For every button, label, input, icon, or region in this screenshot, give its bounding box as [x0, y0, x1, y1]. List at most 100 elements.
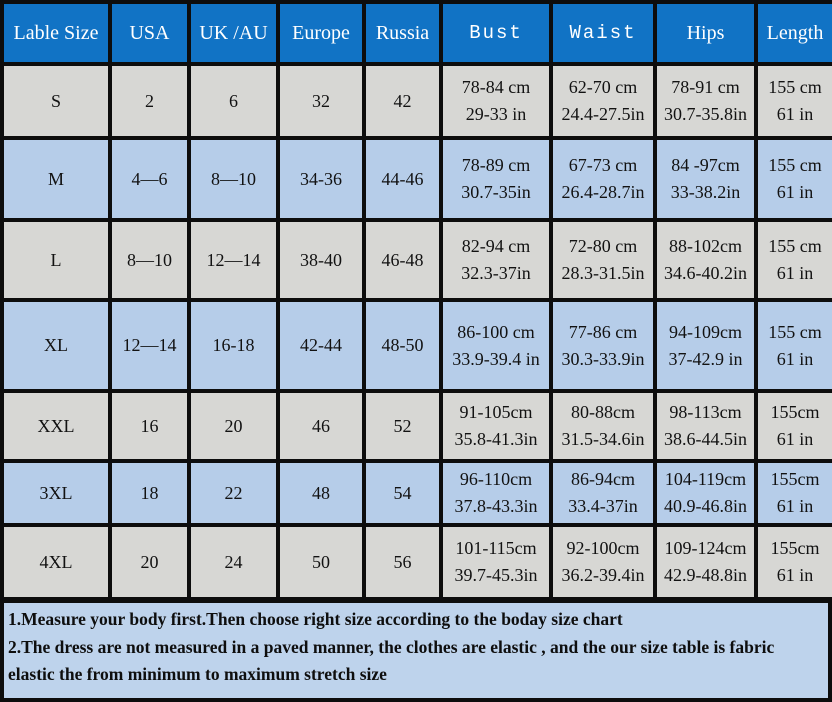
cell-label-size: 3XL [0, 459, 112, 527]
cell-line: 29-33 in [465, 104, 527, 124]
col-header-europe: Europe [276, 0, 366, 66]
cell-line: XL [44, 335, 68, 355]
cell-line: 78-91 cm [671, 77, 740, 97]
cell-line: 34-36 [300, 168, 342, 189]
cell-line: 61 in [776, 565, 814, 585]
cell-waist: 80-88cm 31.5-34.6in [549, 389, 657, 463]
cell-hips: 98-113cm 38.6-44.5in [653, 389, 758, 463]
cell-bust: 86-100 cm 33.9-39.4 in [439, 298, 553, 393]
cell-length: 155cm 61 in [754, 389, 832, 463]
col-header-waist: Waist [549, 0, 657, 66]
cell-line: 48 [312, 482, 330, 503]
cell-line: 3XL [39, 482, 73, 503]
table-row: 3XL 18 22 48 54 96-110cm 37.8-43.3in 86-94cm 33.… [0, 459, 832, 527]
cell-length: 155 cm 61 in [754, 136, 832, 222]
table-row: 4XL 20 24 50 56 101-115cm 39.7-45.3in 92-100cm 3… [0, 523, 832, 601]
cell-line: 4—6 [131, 168, 168, 189]
col-header-russia: Russia [362, 0, 443, 66]
col-header-length: Length [754, 0, 832, 66]
cell-europe: 50 [276, 523, 366, 601]
cell-line: 61 in [776, 429, 814, 449]
cell-line: 2 [145, 90, 154, 111]
cell-line: 33-38.2in [670, 182, 741, 202]
cell-line: 46 [312, 415, 330, 436]
cell-line: 104-119cm [664, 469, 747, 489]
cell-hips: 109-124cm 42.9-48.8in [653, 523, 758, 601]
cell-line: 78-89 cm [461, 155, 531, 175]
cell-waist: 62-70 cm 24.4-27.5in [549, 62, 657, 140]
cell-length: 155cm 61 in [754, 459, 832, 527]
table-row: M 4—6 8—10 34-36 44-46 78-89 cm 30.7-35in 67-73… [0, 136, 832, 222]
cell-waist: 92-100cm 36.2-39.4in [549, 523, 657, 601]
cell-line: 24 [224, 551, 243, 572]
cell-line: 54 [393, 482, 412, 503]
cell-line: 34.6-40.2in [664, 263, 747, 283]
header-row: Lable Size USA UK /AU Europe Russia Bust… [0, 0, 832, 66]
cell-label-size: S [0, 62, 112, 140]
cell-uk-au: 20 [187, 389, 280, 463]
cell-line: 44-46 [381, 168, 424, 189]
cell-hips: 94-109cm 37-42.9 in [653, 298, 758, 393]
cell-line: 35.8-41.3in [454, 429, 538, 449]
cell-line: 42.9-48.8in [664, 565, 747, 585]
cell-uk-au: 8—10 [187, 136, 280, 222]
cell-russia: 54 [362, 459, 443, 527]
cell-label-size: L [0, 218, 112, 302]
cell-line: 6 [229, 90, 238, 111]
cell-line: 24.4-27.5in [561, 104, 645, 124]
table-row: L 8—10 12—14 38-40 46-48 82-94 cm 32.3-37in 72-… [0, 218, 832, 302]
cell-line: 98-113cm [669, 402, 742, 422]
cell-line: 94-109cm [669, 321, 742, 342]
cell-line: 155 cm [768, 77, 822, 97]
cell-line: 12—14 [206, 249, 261, 270]
cell-uk-au: 22 [187, 459, 280, 527]
cell-waist: 77-86 cm 30.3-33.9in [549, 298, 657, 393]
cell-line: 61 in [776, 348, 814, 369]
cell-usa: 20 [108, 523, 191, 601]
cell-hips: 104-119cm 40.9-46.8in [653, 459, 758, 527]
cell-waist: 67-73 cm 26.4-28.7in [549, 136, 657, 222]
note-elastic: 2.The dress are not measured in a paved … [8, 636, 775, 685]
table-row: S 2 6 32 42 78-84 cm 29-33 in 62-70 cm 24.4-27.5… [0, 62, 832, 140]
table-row: XXL 16 20 46 52 91-105cm 35.8-41.3in 80-88cm 31.… [0, 389, 832, 463]
cell-bust: 96-110cm 37.8-43.3in [439, 459, 553, 527]
cell-usa: 12—14 [108, 298, 191, 393]
cell-line: 12—14 [122, 335, 177, 355]
cell-line: 61 in [776, 182, 814, 202]
cell-line: 155cm [770, 538, 820, 558]
cell-line: 16-18 [212, 335, 255, 355]
cell-europe: 34-36 [276, 136, 366, 222]
cell-line: 155 cm [768, 321, 822, 342]
cell-usa: 16 [108, 389, 191, 463]
col-header-label-size: Lable Size [0, 0, 112, 66]
cell-line: XXL [37, 415, 75, 436]
cell-uk-au: 16-18 [187, 298, 280, 393]
cell-line: 62-70 cm [568, 77, 638, 97]
cell-line: 155cm [770, 469, 820, 489]
cell-russia: 56 [362, 523, 443, 601]
cell-length: 155cm 61 in [754, 523, 832, 601]
col-header-bust: Bust [439, 0, 553, 66]
cell-line: 77-86 cm [568, 321, 638, 342]
cell-line: 8—10 [127, 249, 172, 270]
cell-length: 155 cm 61 in [754, 62, 832, 140]
cell-line: 82-94 cm [461, 236, 531, 256]
cell-line: 22 [224, 482, 243, 503]
size-table: Lable Size USA UK /AU Europe Russia Bust… [0, 0, 832, 601]
notes-panel: 1.Measure your body first.Then choose ri… [0, 601, 832, 702]
cell-line: 52 [393, 415, 412, 436]
cell-usa: 18 [108, 459, 191, 527]
cell-line: 37.8-43.3in [454, 496, 538, 516]
cell-line: 86-94cm [571, 469, 635, 489]
cell-line: 155 cm [768, 155, 822, 175]
cell-line: 18 [140, 482, 159, 503]
cell-line: 61 in [776, 496, 814, 516]
cell-line: 30.7-35in [461, 182, 531, 202]
cell-line: 61 in [776, 263, 814, 283]
cell-uk-au: 24 [187, 523, 280, 601]
cell-line: 46-48 [381, 249, 424, 270]
cell-line: 155cm [770, 402, 820, 422]
cell-line: 96-110cm [459, 469, 533, 489]
cell-line: 20 [224, 415, 243, 436]
